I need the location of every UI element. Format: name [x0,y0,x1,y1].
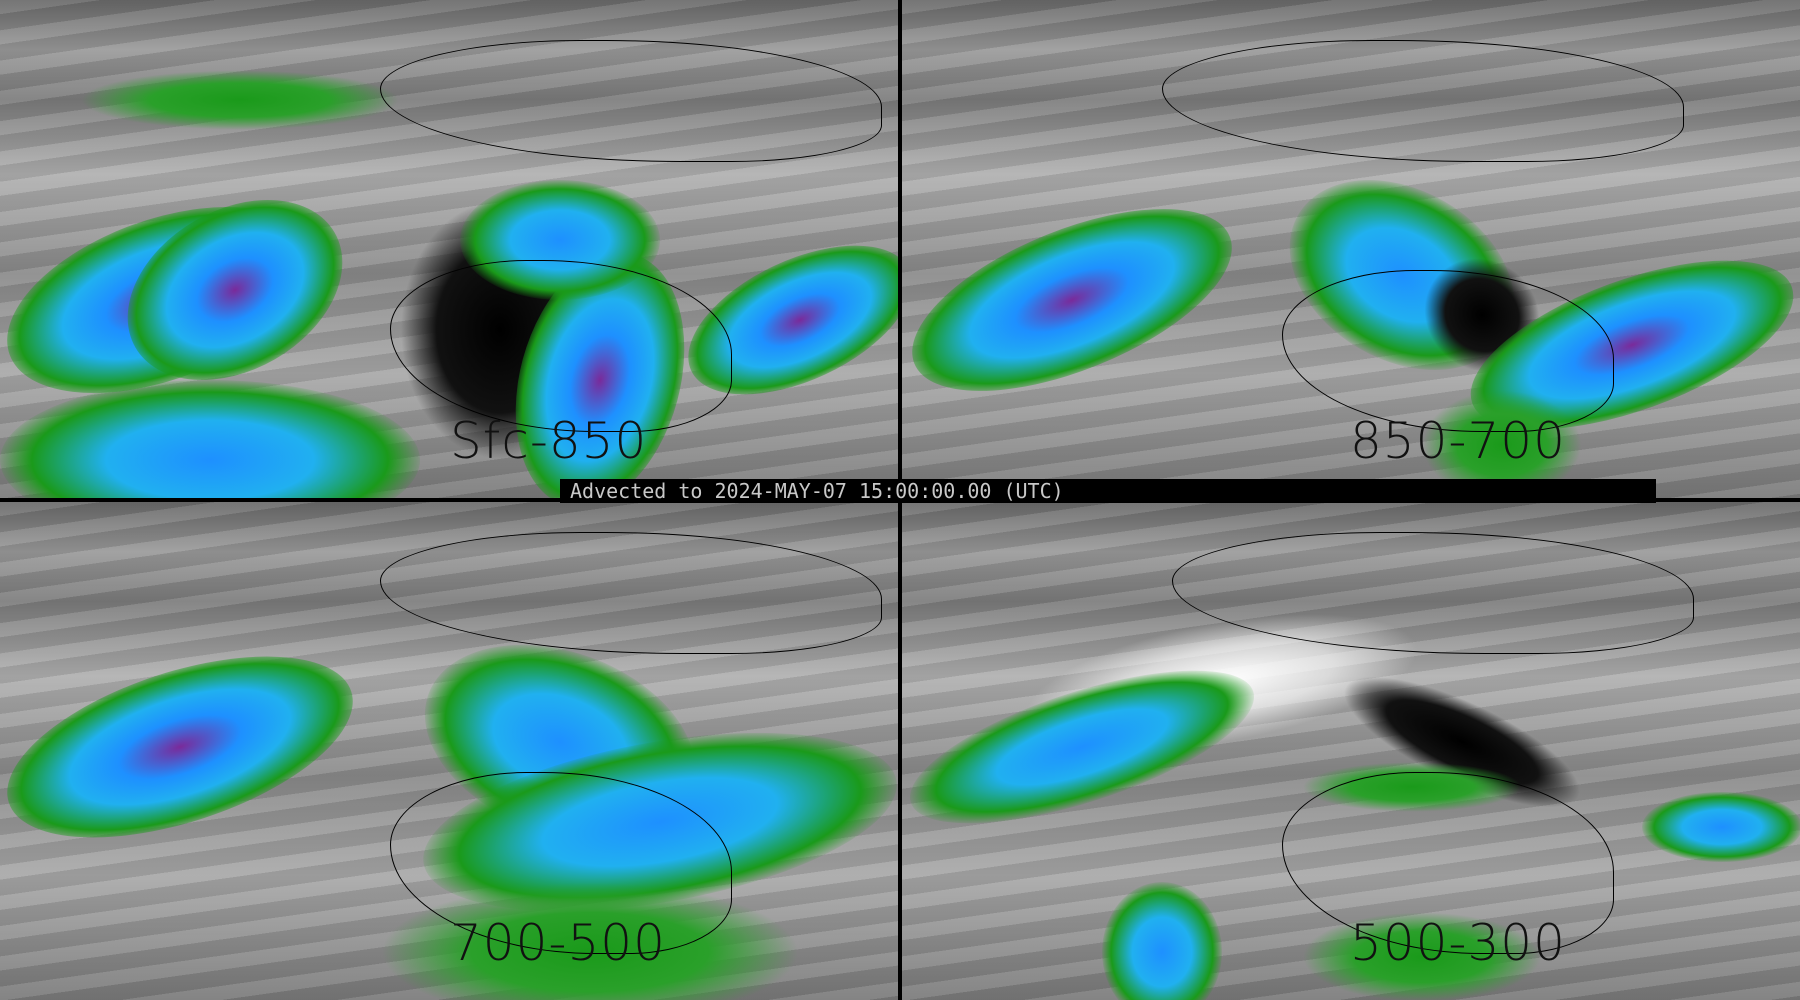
panel-label: Sfc-850 [450,412,648,470]
panel-500-300: 500-300 [902,502,1800,1000]
valid-time-banner: Advected to 2024-MAY-07 15:00:00.00 (UTC… [560,479,1656,503]
moisture-plume [1642,792,1800,862]
coastline [1162,40,1684,162]
moisture-plume [1102,882,1222,1000]
coastline [380,532,882,654]
coastline [1282,270,1614,432]
moisture-plume [902,171,1256,429]
panel-850-700: 850-700 [902,0,1800,498]
panel-700-500: 700-500 [0,502,898,1000]
moisture-band [80,70,400,130]
panel-label: 500-300 [1350,914,1566,972]
panel-label: 700-500 [450,914,666,972]
panel-sfc-850: Sfc-850 [0,0,898,498]
coastline [380,40,882,162]
moisture-plume [0,620,375,874]
moisture-plume [0,380,420,498]
panel-label: 850-700 [1350,412,1566,470]
